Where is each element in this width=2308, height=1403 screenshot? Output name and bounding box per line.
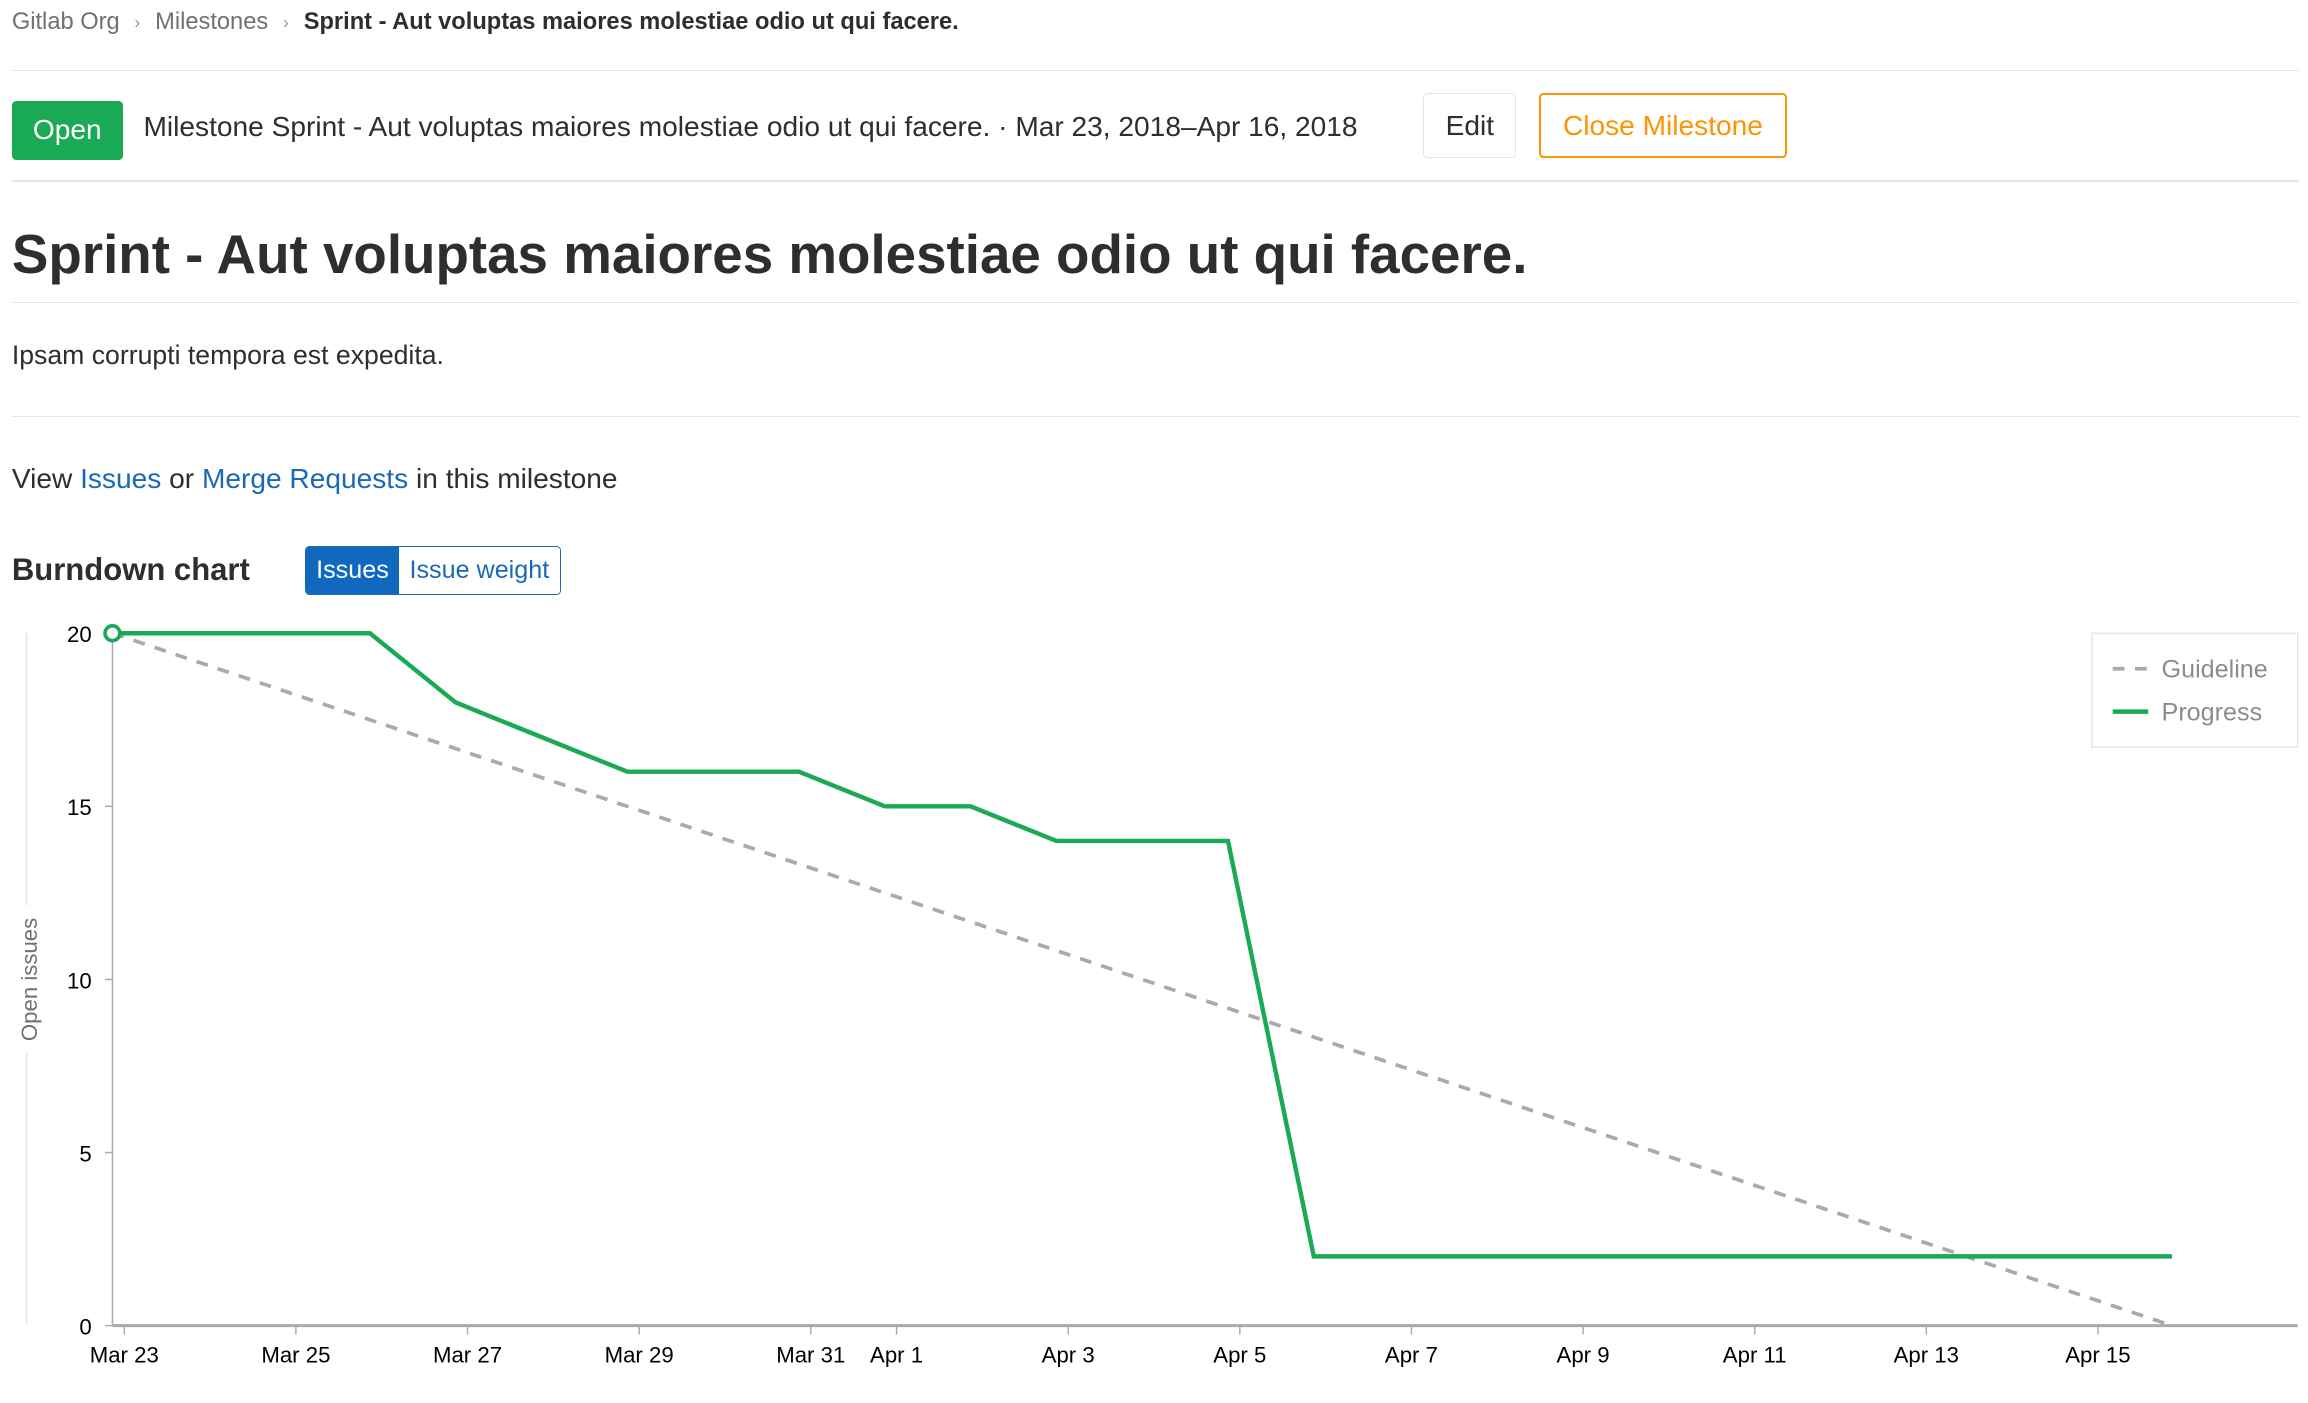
x-tick-label: Apr 11 bbox=[1723, 1343, 1787, 1368]
x-tick-label: Mar 25 bbox=[261, 1343, 330, 1368]
legend: Guideline Progress bbox=[2092, 633, 2298, 747]
y-tick-label: 0 bbox=[79, 1315, 91, 1340]
series-progress-line bbox=[112, 633, 2171, 1256]
y-tick-label: 10 bbox=[67, 968, 92, 993]
y-tick-label: 5 bbox=[79, 1141, 91, 1166]
y-tick-label: 15 bbox=[67, 795, 92, 820]
series-guideline-line bbox=[112, 633, 2171, 1325]
x-tick-label: Mar 23 bbox=[90, 1343, 159, 1368]
y-tick-label: 20 bbox=[67, 622, 92, 647]
x-tick-label: Apr 13 bbox=[1894, 1343, 1959, 1368]
x-tick-label: Apr 5 bbox=[1213, 1343, 1266, 1368]
progress-start-marker bbox=[105, 626, 120, 641]
x-tick-label: Mar 31 bbox=[776, 1343, 845, 1368]
x-tick-label: Apr 7 bbox=[1385, 1343, 1438, 1368]
x-tick-label: Apr 3 bbox=[1042, 1343, 1095, 1368]
legend-progress-label: Progress bbox=[2162, 699, 2263, 727]
legend-guideline-label: Guideline bbox=[2162, 656, 2268, 684]
y-axis-label: Open issues bbox=[17, 918, 42, 1041]
x-tick-label: Apr 15 bbox=[2065, 1343, 2130, 1368]
x-tick-label: Mar 29 bbox=[605, 1343, 674, 1368]
x-tick-label: Apr 9 bbox=[1557, 1343, 1610, 1368]
x-tick-label: Apr 1 bbox=[870, 1343, 923, 1368]
legend-box bbox=[2092, 633, 2298, 747]
x-tick-label: Mar 27 bbox=[433, 1343, 502, 1368]
